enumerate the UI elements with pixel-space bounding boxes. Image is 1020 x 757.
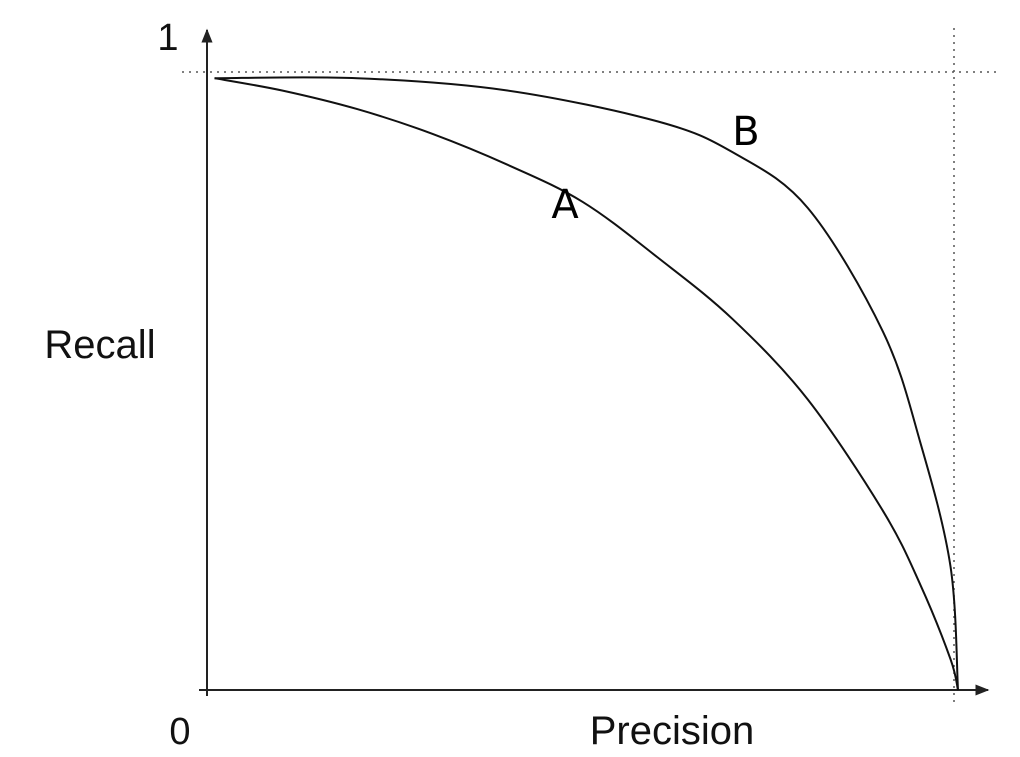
series-label-b: B [732,109,759,155]
origin-tick-label: 0 [169,711,190,753]
reference-lines [182,28,1000,705]
series-line-a [214,77,959,691]
y-tick-label-max: 1 [157,17,178,59]
series-group [214,76,959,691]
series-label-a: A [551,182,579,228]
series-line-b [214,76,959,691]
x-axis-label: Precision [590,709,755,753]
y-axis-label: Recall [44,323,155,367]
